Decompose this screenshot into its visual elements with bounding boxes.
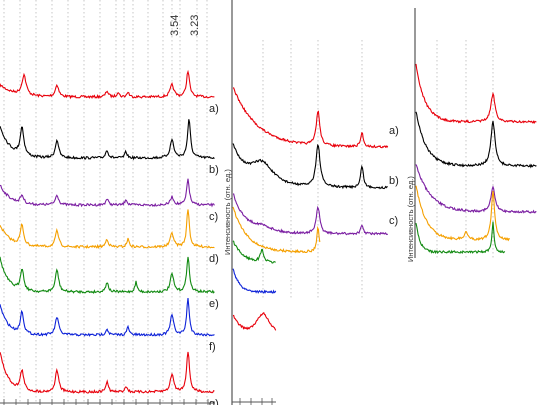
series-curve: [232, 268, 277, 294]
series-curve: [232, 312, 277, 331]
series-curve: [0, 256, 215, 295]
series-curve: [232, 193, 389, 236]
series-curve: [0, 298, 215, 337]
series-curve: [415, 221, 506, 255]
series-curve: [233, 87, 389, 149]
series-label: g): [209, 398, 219, 405]
peak-label-3-54: 3.54: [169, 15, 181, 36]
series-curve: [0, 69, 215, 100]
series-label: f): [209, 341, 216, 353]
series-curve: [415, 164, 537, 214]
series-label: b): [209, 164, 219, 176]
series-label: c): [389, 215, 398, 227]
series-label: e): [209, 298, 219, 310]
series-label: b): [389, 175, 399, 187]
series-curve: [0, 178, 215, 208]
series-curve: [0, 209, 215, 249]
middle-series-labels: a) b) c): [389, 125, 399, 227]
series-curve: [415, 63, 537, 125]
right-panel: Интенсивность (отн. ед.): [406, 8, 537, 262]
series-label: c): [209, 211, 218, 223]
series-curve: [0, 119, 215, 161]
middle-panel: a) b) c) Интенсивность (отн. ед.): [223, 40, 399, 405]
peak-label-3-23: 3.23: [189, 15, 201, 36]
right-y-axis-label: Интенсивность (отн. ед.): [406, 176, 415, 262]
right-grid: [436, 40, 494, 258]
middle-x-ticks: [239, 398, 273, 405]
left-grid: [3, 0, 208, 403]
right-curves: [415, 63, 537, 255]
left-series-labels: a) b) c) d) e) f) g): [209, 103, 219, 405]
series-label: a): [389, 125, 399, 137]
left-curves: [0, 69, 215, 395]
series-curve: [232, 240, 276, 264]
middle-y-axis-label: Интенсивность (отн. ед.): [223, 169, 232, 255]
series-label: d): [209, 253, 219, 265]
series-curve: [415, 185, 510, 242]
left-x-ticks: [3, 399, 209, 405]
left-panel: a) b) c) d) e) f) g) 3.54 3.23: [0, 0, 219, 405]
series-curve: [0, 351, 215, 395]
series-curve: [232, 143, 388, 190]
middle-curves: [232, 87, 389, 331]
middle-grid: [262, 40, 363, 300]
series-label: a): [209, 103, 219, 115]
series-curve: [415, 111, 537, 169]
series-curve: [232, 206, 321, 254]
